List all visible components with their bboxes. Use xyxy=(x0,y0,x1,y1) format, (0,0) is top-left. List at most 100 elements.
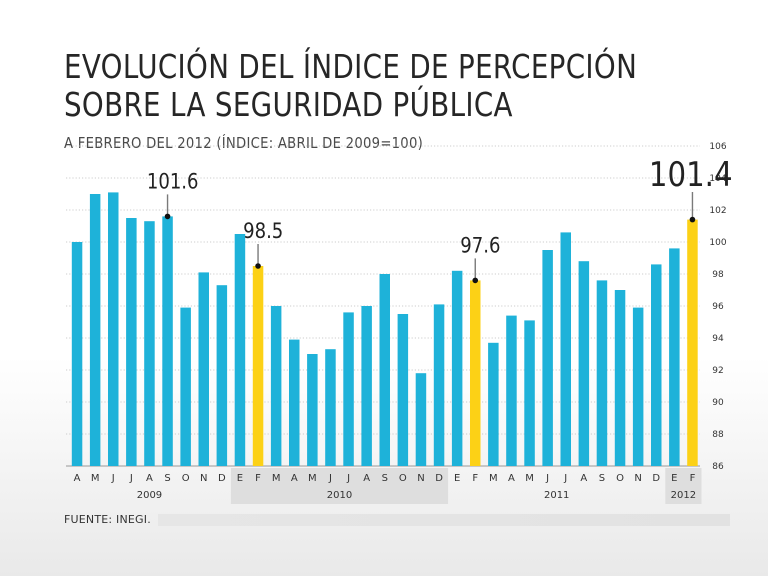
x-tick-label: A xyxy=(291,473,298,484)
callout-label: 101.4 xyxy=(649,156,733,195)
x-tick-label: N xyxy=(417,473,424,484)
y-tick-label: 86 xyxy=(712,462,724,472)
callout-dot xyxy=(472,277,479,284)
x-tick-label: J xyxy=(111,473,115,484)
y-tick-label: 100 xyxy=(709,238,726,248)
bar xyxy=(289,339,300,466)
y-tick-label: 98 xyxy=(712,270,724,280)
bar xyxy=(506,315,517,466)
bar xyxy=(307,354,318,466)
bar xyxy=(524,320,535,466)
x-tick-label: N xyxy=(634,473,641,484)
callout-dot xyxy=(689,216,696,223)
bar xyxy=(71,242,83,466)
year-label: 2012 xyxy=(671,490,696,501)
y-tick-label: 94 xyxy=(712,334,724,344)
y-tick-label: 106 xyxy=(709,142,726,152)
chart-title: EVOLUCIÓN DEL ÍNDICE DE PERCEPCIÓN SOBRE… xyxy=(64,48,637,124)
year-band-2010 xyxy=(230,468,449,504)
bar xyxy=(651,264,662,466)
bar-highlight xyxy=(252,266,264,466)
bar xyxy=(126,218,137,466)
x-tick-label: D xyxy=(652,473,660,484)
bar xyxy=(379,274,390,466)
callout-label: 97.6 xyxy=(460,233,500,258)
bar xyxy=(397,314,409,466)
x-tick-label: F xyxy=(472,473,478,484)
callout-label: 101.6 xyxy=(147,169,199,194)
x-tick-label: J xyxy=(563,473,567,484)
year-label: 2011 xyxy=(544,490,569,501)
x-tick-label: A xyxy=(74,473,81,484)
callouts: 101.6 98.5 97.6 101.4 xyxy=(147,156,733,284)
bar xyxy=(270,306,282,466)
y-tick-label: 88 xyxy=(712,430,724,440)
x-tick-label: M xyxy=(272,473,281,484)
bar xyxy=(216,285,228,466)
x-tick-label: N xyxy=(200,473,207,484)
bar xyxy=(596,280,608,466)
chart-subtitle: A FEBRERO DEL 2012 (ÍNDICE: ABRIL DE 200… xyxy=(64,134,424,152)
x-tick-label: M xyxy=(525,473,534,484)
x-tick-label: A xyxy=(363,473,370,484)
bar xyxy=(614,290,626,466)
chart-title-line-1: EVOLUCIÓN DEL ÍNDICE DE PERCEPCIÓN xyxy=(64,47,638,86)
bar xyxy=(89,194,101,466)
y-axis: 86 88 90 92 94 96 98 100 102 104 106 xyxy=(709,142,726,472)
x-tick-label: E xyxy=(454,473,460,484)
year-label: 2009 xyxy=(137,490,162,501)
x-tick-label: J xyxy=(129,473,133,484)
x-tick-label: O xyxy=(616,473,624,484)
bar xyxy=(578,261,590,466)
x-tick-label: S xyxy=(382,473,388,484)
bar xyxy=(632,307,644,466)
year-bands xyxy=(230,468,702,504)
x-tick-label: J xyxy=(346,473,350,484)
bar xyxy=(108,192,119,466)
source-band xyxy=(158,514,730,526)
bar-highlight xyxy=(470,280,481,466)
bar xyxy=(234,234,246,466)
y-tick-label: 90 xyxy=(712,398,724,408)
bar xyxy=(162,216,173,466)
x-tick-label: D xyxy=(218,473,226,484)
x-tick-label: A xyxy=(580,473,587,484)
bar xyxy=(343,312,354,466)
x-tick-label: A xyxy=(508,473,515,484)
bar xyxy=(669,248,680,466)
bar-highlight xyxy=(687,219,698,466)
x-tick-label: O xyxy=(182,473,190,484)
bar xyxy=(180,307,191,466)
bars xyxy=(71,192,698,466)
x-tick-label: S xyxy=(164,473,170,484)
x-tick-label: M xyxy=(308,473,317,484)
bar xyxy=(361,306,372,466)
bar xyxy=(415,373,427,466)
x-tick-label: D xyxy=(435,473,443,484)
bar xyxy=(433,304,445,466)
source-note: FUENTE: INEGI. xyxy=(64,513,151,526)
x-tick-label: E xyxy=(237,473,243,484)
x-tick-label: F xyxy=(690,473,696,484)
y-tick-label: 96 xyxy=(712,302,724,312)
bar xyxy=(325,349,336,466)
year-label: 2010 xyxy=(327,490,352,501)
bar xyxy=(451,270,463,466)
callout-dot xyxy=(164,213,171,220)
bar xyxy=(542,250,553,466)
x-axis-years: 2009 2010 2011 2012 xyxy=(137,490,696,501)
x-tick-label: S xyxy=(599,473,605,484)
x-tick-label: M xyxy=(489,473,498,484)
year-band-2012 xyxy=(665,468,702,504)
callout-label: 98.5 xyxy=(243,219,283,244)
x-tick-label: A xyxy=(146,473,153,484)
y-tick-label: 104 xyxy=(709,174,726,184)
bar xyxy=(144,221,155,466)
x-tick-label: J xyxy=(328,473,332,484)
x-tick-label: O xyxy=(399,473,407,484)
bar xyxy=(198,272,209,466)
x-tick-label: E xyxy=(671,473,677,484)
x-tick-label: F xyxy=(255,473,261,484)
